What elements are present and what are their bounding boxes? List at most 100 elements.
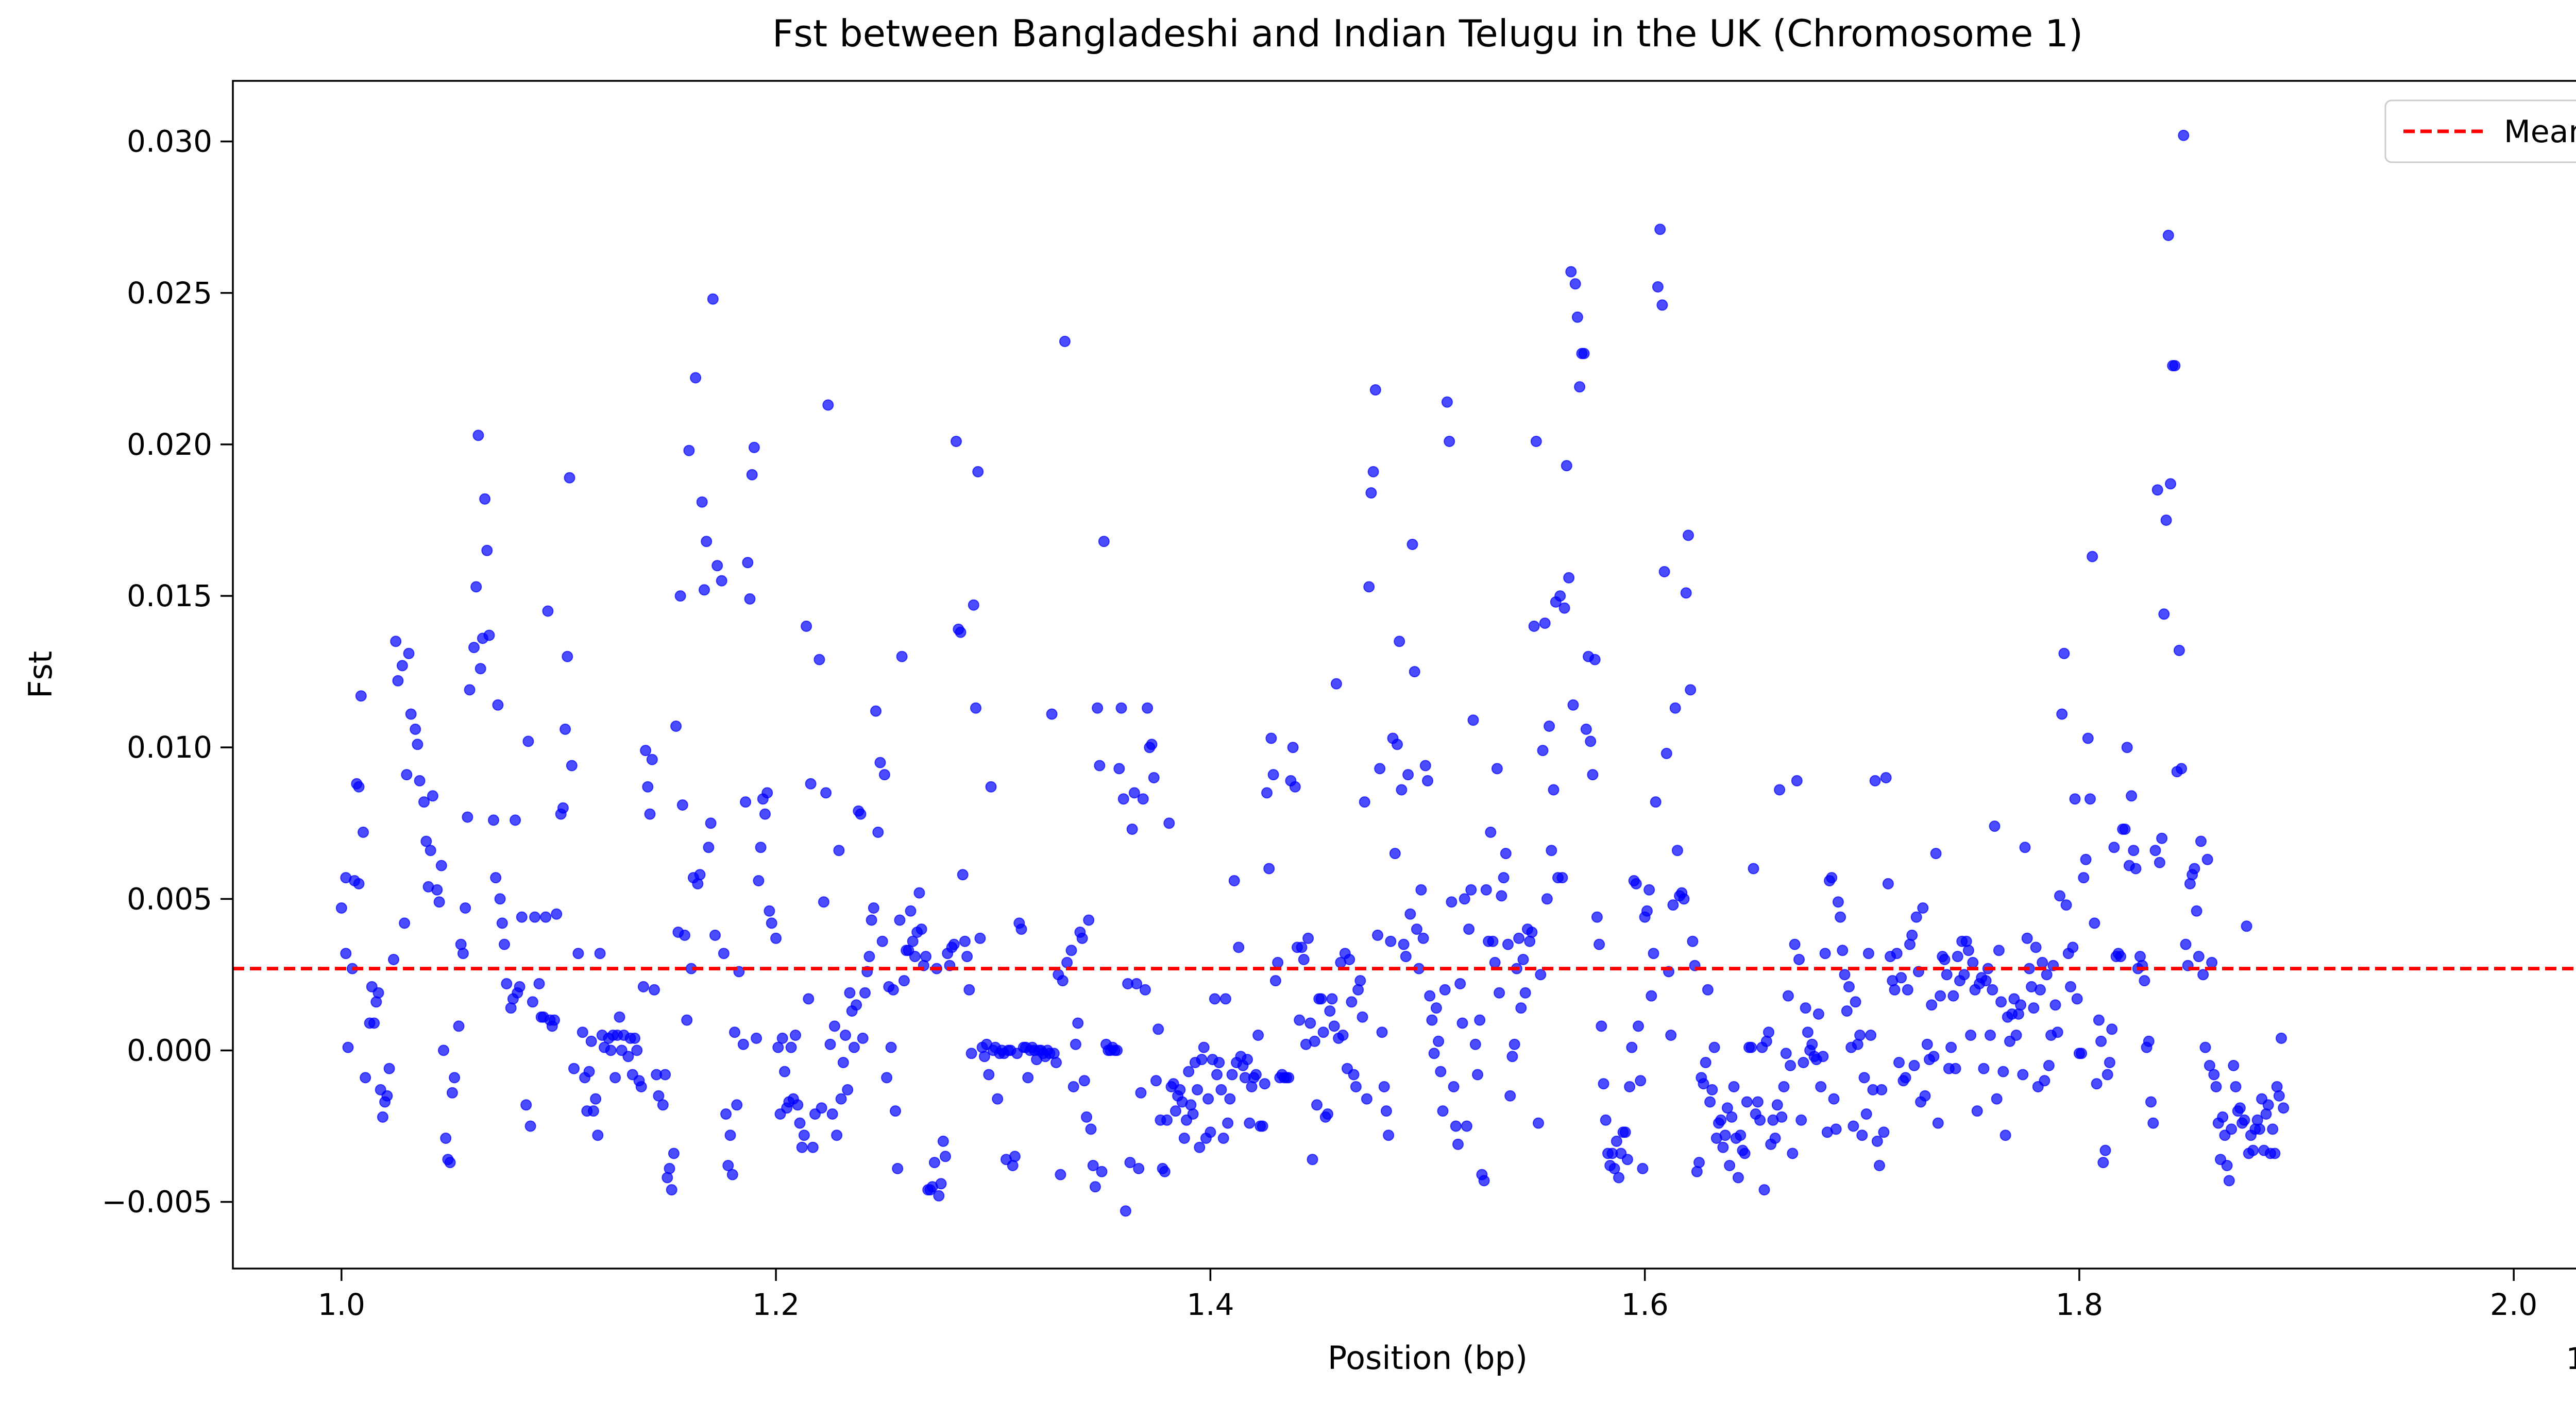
data-point xyxy=(1671,845,1683,857)
data-point xyxy=(2052,1026,2063,1038)
data-point xyxy=(1461,1120,1472,1132)
data-point xyxy=(705,817,717,829)
data-point xyxy=(2076,1048,2088,1059)
data-point xyxy=(1228,875,1240,886)
data-point xyxy=(483,629,495,641)
data-point xyxy=(1921,1038,1933,1050)
data-point xyxy=(1467,714,1479,726)
data-point xyxy=(818,896,829,908)
data-point xyxy=(353,781,365,793)
data-point xyxy=(1945,1041,1957,1053)
data-point xyxy=(1478,1175,1490,1187)
chart-title: Fst between Bangladeshi and Indian Telug… xyxy=(772,12,2083,55)
data-point xyxy=(722,1160,734,1171)
data-point xyxy=(1498,872,1510,884)
data-point xyxy=(564,472,575,484)
data-point xyxy=(859,987,871,999)
data-point xyxy=(1224,1093,1236,1105)
data-point xyxy=(2087,551,2098,562)
data-point xyxy=(716,575,727,587)
data-point xyxy=(1798,1057,1809,1068)
data-point xyxy=(1930,848,1942,860)
data-point xyxy=(1748,863,1759,875)
data-point xyxy=(1302,932,1314,944)
data-point xyxy=(1294,1014,1306,1026)
data-point xyxy=(978,1051,990,1063)
data-point xyxy=(1904,938,1916,950)
data-point xyxy=(709,929,721,941)
data-point xyxy=(1594,938,1605,950)
data-point xyxy=(1202,1093,1214,1105)
data-point xyxy=(494,893,506,905)
data-point xyxy=(1637,1162,1649,1174)
data-point xyxy=(1865,1030,1877,1041)
data-point xyxy=(913,887,925,899)
data-point xyxy=(1187,1108,1199,1120)
data-point xyxy=(772,1041,784,1053)
data-point xyxy=(2126,790,2138,802)
data-point xyxy=(609,1072,621,1084)
data-point xyxy=(1289,781,1301,793)
data-point xyxy=(1717,1141,1729,1153)
data-point xyxy=(2149,845,2161,857)
data-point xyxy=(955,626,967,638)
data-point xyxy=(1252,1030,1264,1041)
data-point xyxy=(1298,954,1310,965)
data-point xyxy=(1081,1111,1092,1123)
data-point xyxy=(1812,1008,1824,1020)
data-point xyxy=(1472,1069,1483,1081)
data-point xyxy=(2147,1117,2159,1129)
data-point xyxy=(1917,902,1929,914)
data-point xyxy=(646,754,658,765)
data-point xyxy=(1839,969,1851,981)
data-point xyxy=(666,1184,677,1196)
data-point xyxy=(1665,1030,1677,1041)
data-point xyxy=(1504,1090,1516,1102)
data-point xyxy=(1441,396,1453,408)
data-point xyxy=(792,1099,804,1111)
data-point xyxy=(887,984,899,996)
data-point xyxy=(898,975,910,987)
data-point xyxy=(1139,984,1151,996)
data-point xyxy=(1721,1102,1733,1114)
data-point xyxy=(970,702,981,714)
data-point xyxy=(1910,911,1922,923)
data-point xyxy=(1565,266,1577,278)
data-point xyxy=(907,935,919,947)
data-point xyxy=(533,978,545,989)
y-tick-label: 0.025 xyxy=(127,276,212,311)
data-point xyxy=(594,948,606,960)
data-point xyxy=(874,757,886,768)
data-point xyxy=(1398,938,1410,950)
data-point xyxy=(1219,993,1231,1005)
data-point xyxy=(1667,899,1679,911)
data-point xyxy=(388,954,399,965)
data-point xyxy=(1754,1114,1766,1126)
data-point xyxy=(683,444,695,456)
data-point xyxy=(585,1035,597,1047)
data-point xyxy=(1706,1084,1718,1095)
data-point xyxy=(1578,348,1590,359)
data-point xyxy=(1352,984,1364,996)
data-point xyxy=(446,1087,458,1099)
data-point xyxy=(1367,466,1379,477)
data-point xyxy=(435,860,447,871)
data-point xyxy=(855,808,867,820)
data-point xyxy=(776,1032,788,1044)
data-point xyxy=(1785,1059,1797,1071)
data-point xyxy=(449,1072,461,1084)
data-point xyxy=(1474,1014,1486,1026)
data-point xyxy=(1806,1038,1818,1050)
data-point xyxy=(896,650,908,662)
data-point xyxy=(1991,1093,2003,1105)
data-point xyxy=(1719,1129,1731,1141)
data-point xyxy=(444,1157,456,1169)
data-point xyxy=(1902,984,1913,996)
data-point xyxy=(1828,1093,1840,1105)
data-point xyxy=(1435,1066,1447,1077)
data-point xyxy=(940,1151,951,1162)
data-point xyxy=(1835,911,1846,923)
data-point xyxy=(1556,872,1568,884)
data-point xyxy=(1396,784,1408,796)
data-point xyxy=(1115,702,1127,714)
